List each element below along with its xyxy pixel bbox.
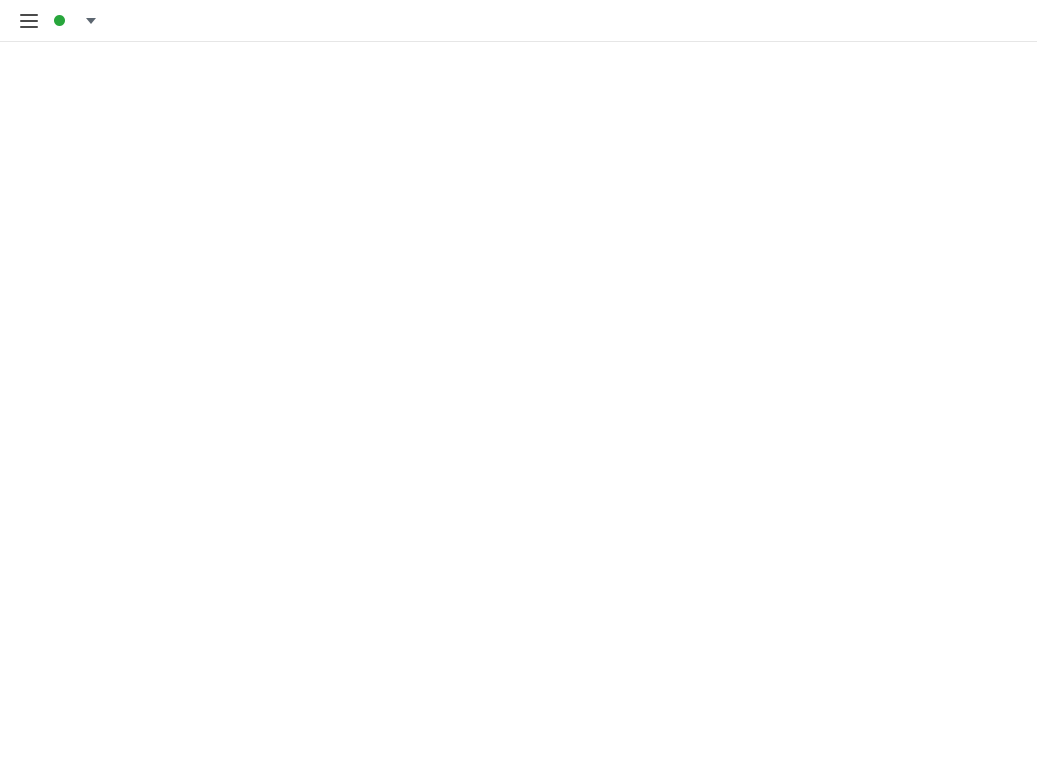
chevron-down-icon bbox=[86, 17, 96, 24]
market-open-dot bbox=[54, 15, 65, 26]
menu-icon[interactable] bbox=[20, 13, 38, 28]
instrument-selector[interactable] bbox=[54, 15, 96, 26]
header bbox=[0, 0, 1037, 42]
